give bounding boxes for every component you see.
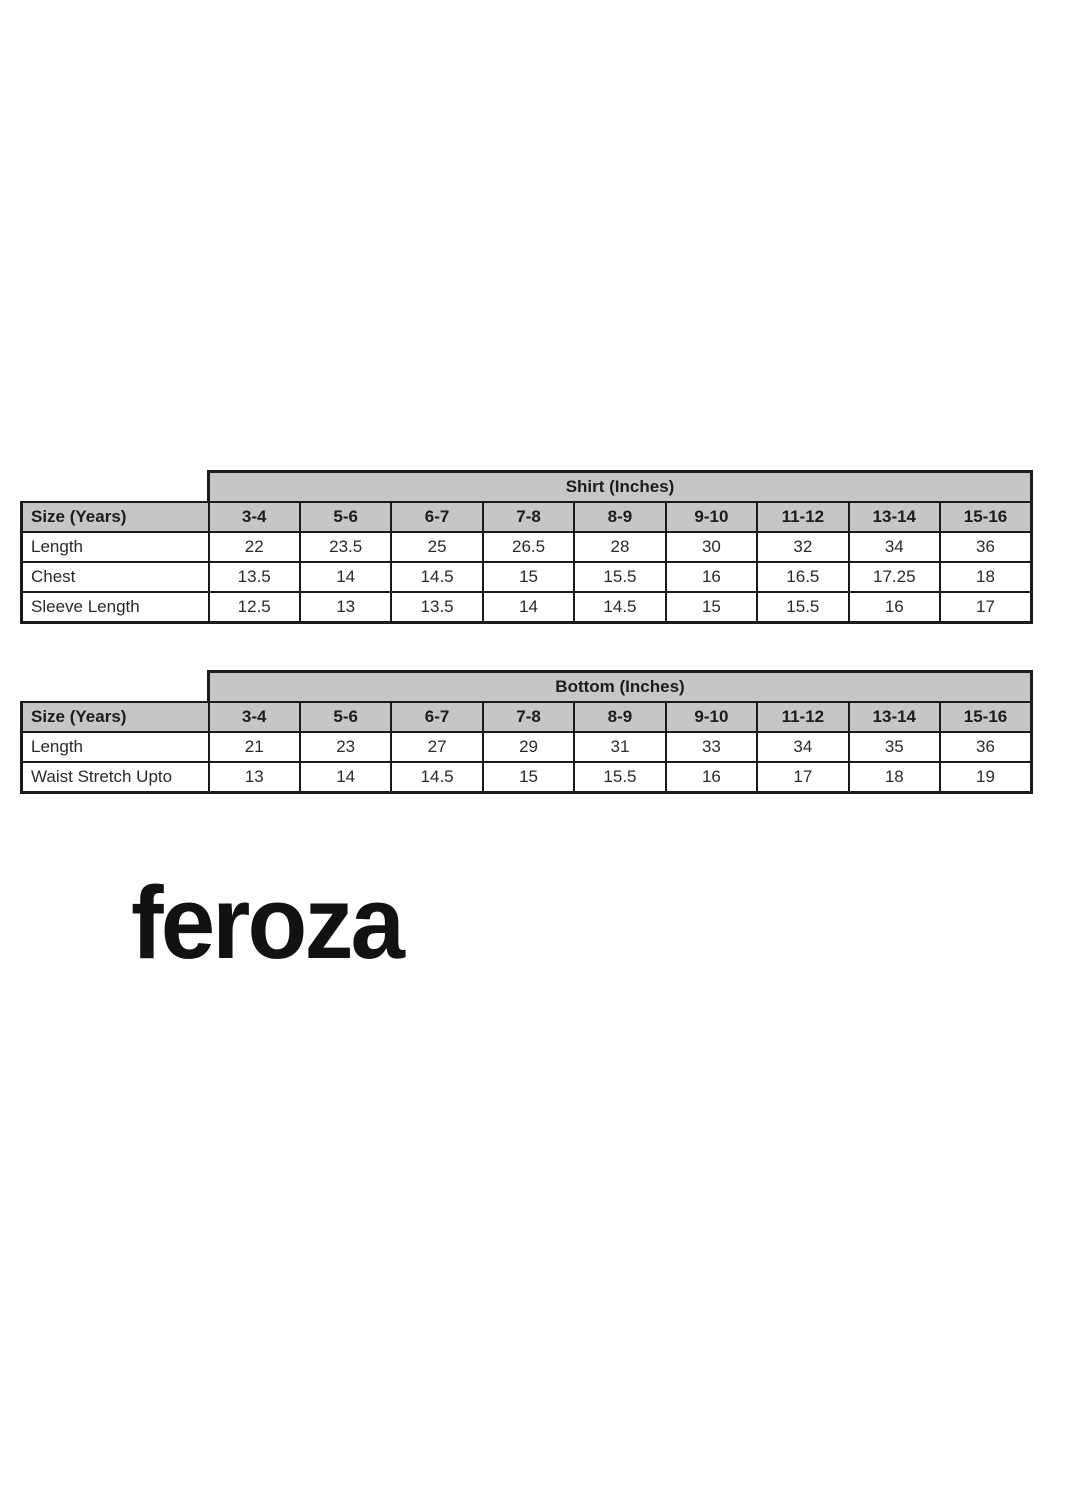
bottom-size-table: Bottom (Inches) Size (Years) 3-4 5-6 6-7 7-8 8… (20, 670, 1033, 794)
value-cell: 21 (207, 731, 301, 763)
size-col-header: 9-10 (664, 701, 759, 733)
value-cell: 16 (664, 561, 759, 593)
measurement-row: Sleeve Length 12.5 13 13.5 14 14.5 15 15.5 16 17 (20, 591, 1034, 624)
size-col-header: 13-14 (847, 501, 942, 533)
value-cell: 12.5 (207, 591, 301, 624)
value-cell: 15 (481, 761, 576, 794)
row-label: Chest (20, 561, 210, 593)
value-cell: 13 (207, 761, 301, 794)
value-cell: 19 (938, 761, 1033, 794)
value-cell: 13 (298, 591, 393, 624)
size-header-row: Size (Years) 3-4 5-6 6-7 7-8 8-9 9-10 11-12 13-1… (20, 501, 1034, 533)
value-cell: 13.5 (390, 591, 484, 624)
value-cell: 15.5 (756, 591, 850, 624)
row-label: Waist Stretch Upto (20, 761, 210, 794)
value-cell: 14.5 (573, 591, 667, 624)
size-col-header: 15-16 (938, 701, 1033, 733)
measurement-row: Length 21 23 27 29 31 33 34 35 36 (20, 731, 1033, 763)
value-cell: 23 (298, 731, 393, 763)
table-band-title: Bottom (Inches) (207, 670, 1033, 703)
value-cell: 16 (664, 761, 759, 794)
band-row: Bottom (Inches) (22, 670, 1033, 703)
size-col-header: 9-10 (664, 501, 759, 533)
value-cell: 31 (573, 731, 667, 763)
value-cell: 15 (481, 561, 576, 593)
value-cell: 16 (847, 591, 942, 624)
shirt-size-table: Shirt (Inches) Size (Years) 3-4 5-6 6-7 7-8 8-… (20, 470, 1034, 624)
band-corner-spacer (22, 672, 209, 703)
size-col-header: 6-7 (390, 501, 484, 533)
value-cell: 35 (847, 731, 942, 763)
value-cell: 14.5 (390, 761, 484, 794)
value-cell: 22 (207, 531, 301, 563)
measurement-row: Waist Stretch Upto 13 14 14.5 15 15.5 16 17 18 19 (20, 761, 1033, 794)
value-cell: 16.5 (756, 561, 850, 593)
value-cell: 27 (390, 731, 484, 763)
size-years-label: Size (Years) (20, 501, 210, 533)
size-header-row: Size (Years) 3-4 5-6 6-7 7-8 8-9 9-10 11-12 13-1… (20, 701, 1033, 733)
size-col-header: 3-4 (207, 701, 301, 733)
value-cell: 26.5 (481, 531, 576, 563)
value-cell: 15.5 (573, 761, 667, 794)
value-cell: 15 (664, 591, 759, 624)
size-col-header: 11-12 (756, 501, 850, 533)
size-col-header: 13-14 (847, 701, 942, 733)
value-cell: 32 (756, 531, 850, 563)
brand-logo-text: feroza (131, 865, 405, 980)
band-row: Shirt (Inches) (22, 470, 1034, 503)
value-cell: 28 (573, 531, 667, 563)
row-label: Sleeve Length (20, 591, 210, 624)
value-cell: 25 (390, 531, 484, 563)
row-label: Length (20, 531, 210, 563)
size-col-header: 5-6 (298, 501, 393, 533)
value-cell: 14 (481, 591, 576, 624)
size-col-header: 7-8 (481, 501, 576, 533)
value-cell: 15.5 (573, 561, 667, 593)
value-cell: 13.5 (207, 561, 301, 593)
table-band-title: Shirt (Inches) (206, 470, 1034, 503)
size-col-header: 5-6 (298, 701, 393, 733)
size-years-label: Size (Years) (20, 701, 210, 733)
value-cell: 14 (298, 761, 393, 794)
value-cell: 17 (939, 591, 1034, 624)
value-cell: 34 (756, 731, 850, 763)
value-cell: 29 (481, 731, 576, 763)
value-cell: 17.25 (847, 561, 942, 593)
value-cell: 14 (298, 561, 393, 593)
size-col-header: 6-7 (390, 701, 484, 733)
value-cell: 34 (847, 531, 942, 563)
size-col-header: 15-16 (939, 501, 1034, 533)
row-label: Length (20, 731, 210, 763)
value-cell: 36 (939, 531, 1034, 563)
measurement-row: Length 22 23.5 25 26.5 28 30 32 34 36 (20, 531, 1034, 563)
value-cell: 17 (756, 761, 850, 794)
value-cell: 33 (664, 731, 759, 763)
size-col-header: 11-12 (756, 701, 850, 733)
value-cell: 18 (847, 761, 942, 794)
value-cell: 36 (938, 731, 1033, 763)
measurement-row: Chest 13.5 14 14.5 15 15.5 16 16.5 17.25 18 (20, 561, 1034, 593)
size-col-header: 3-4 (207, 501, 301, 533)
value-cell: 18 (939, 561, 1034, 593)
value-cell: 14.5 (390, 561, 484, 593)
size-col-header: 8-9 (573, 501, 667, 533)
value-cell: 30 (664, 531, 759, 563)
value-cell: 23.5 (298, 531, 393, 563)
size-col-header: 8-9 (573, 701, 667, 733)
size-col-header: 7-8 (481, 701, 576, 733)
band-corner-spacer (22, 472, 209, 503)
